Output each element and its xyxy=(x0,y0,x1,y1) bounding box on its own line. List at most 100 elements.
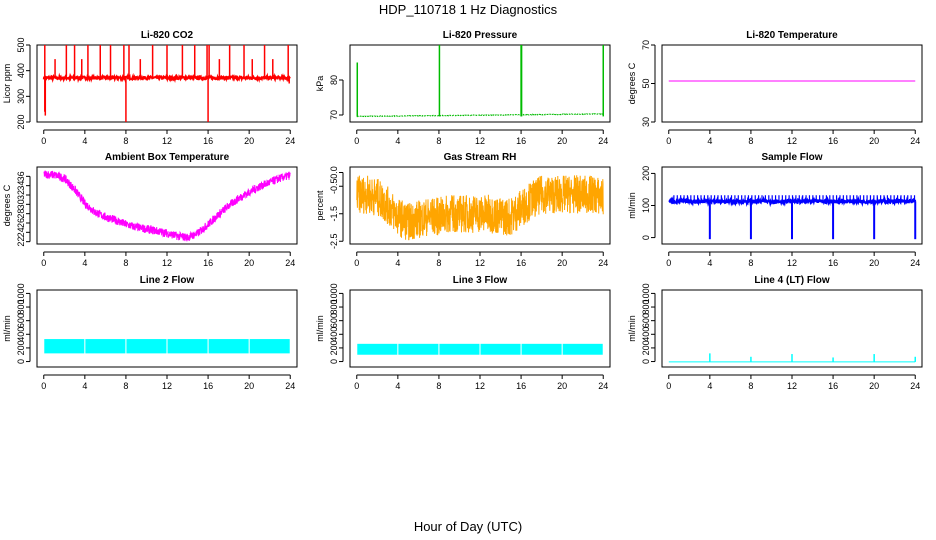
x-tick-label: 12 xyxy=(162,381,172,391)
x-tick-label: 20 xyxy=(869,258,879,268)
y-tick-label: 0 xyxy=(641,359,651,364)
x-tick-label: 0 xyxy=(354,136,359,146)
x-tick-label: 0 xyxy=(666,258,671,268)
plot-frame xyxy=(349,166,611,245)
y-tick-label: 200 xyxy=(16,340,26,355)
x-tick-label: 20 xyxy=(244,258,254,268)
x-tick-label: 4 xyxy=(707,258,712,268)
x-tick-label: 24 xyxy=(285,258,295,268)
y-axis-label: ml/min xyxy=(2,315,12,342)
x-tick-label: 16 xyxy=(516,258,526,268)
y-tick-label: 200 xyxy=(16,114,26,129)
x-tick-label: 24 xyxy=(285,381,295,391)
flow-segment xyxy=(562,343,603,355)
flow-segment xyxy=(208,339,249,354)
panel-title: Ambient Box Temperature xyxy=(105,152,230,163)
x-tick-label: 12 xyxy=(475,258,485,268)
x-tick-label: 24 xyxy=(598,136,608,146)
x-axis: 0 4 8 12 16 20 24 xyxy=(41,129,295,146)
y-axis-label: ml/min xyxy=(627,315,637,342)
x-tick-label: 4 xyxy=(395,258,400,268)
y-axis-label: ml/min xyxy=(627,192,637,219)
y-tick-label: 600 xyxy=(641,313,651,328)
x-tick-label: 8 xyxy=(123,258,128,268)
x-tick-label: 16 xyxy=(203,381,213,391)
y-tick-label: 300 xyxy=(16,89,26,104)
plot-frame xyxy=(349,289,611,368)
y-axis: 30 50 70 xyxy=(641,40,656,127)
y-axis-label: degrees C xyxy=(627,62,637,104)
x-tick-label: 4 xyxy=(395,381,400,391)
x-tick-label: 12 xyxy=(787,258,797,268)
y-tick-label: 50 xyxy=(641,78,651,88)
x-tick-label: 4 xyxy=(82,136,87,146)
y-tick-label: 1000 xyxy=(329,283,339,303)
plot-frame xyxy=(36,289,298,368)
x-tick-label: 0 xyxy=(354,258,359,268)
plot-frame xyxy=(349,44,611,123)
x-tick-label: 4 xyxy=(82,258,87,268)
series-co2 xyxy=(42,45,291,122)
panel-title: Line 2 Flow xyxy=(140,275,195,286)
x-tick-label: 24 xyxy=(285,136,295,146)
y-axis: 0 100 200 xyxy=(641,166,656,240)
panel-title: Line 4 (LT) Flow xyxy=(754,275,830,286)
x-tick-label: 24 xyxy=(910,136,920,146)
flow-segment xyxy=(521,343,562,355)
series-rh xyxy=(356,175,604,241)
figure-title: HDP_110718 1 Hz Diagnostics xyxy=(379,2,558,17)
x-tick-label: 20 xyxy=(869,136,879,146)
flow-segment xyxy=(439,343,480,355)
x-tick-label: 8 xyxy=(748,258,753,268)
panel-title: Gas Stream RH xyxy=(444,152,517,163)
x-axis: 0 4 8 12 16 20 24 xyxy=(354,251,608,268)
x-tick-label: 8 xyxy=(436,381,441,391)
y-tick-label: 28 xyxy=(16,209,26,219)
x-tick-label: 16 xyxy=(828,258,838,268)
x-tick-label: 8 xyxy=(748,381,753,391)
flow-segment xyxy=(126,339,167,354)
y-tick-label: 500 xyxy=(16,37,26,52)
x-tick-label: 16 xyxy=(828,381,838,391)
x-axis: 0 4 8 12 16 20 24 xyxy=(666,129,920,146)
flow-segment xyxy=(357,343,398,355)
y-tick-label: -0.5 xyxy=(329,178,339,194)
flow-segment xyxy=(167,339,208,354)
y-tick-label: 0 xyxy=(329,359,339,364)
x-tick-label: 4 xyxy=(82,381,87,391)
y-tick-label: 70 xyxy=(641,40,651,50)
x-tick-label: 20 xyxy=(557,258,567,268)
y-axis-label: kPa xyxy=(315,76,325,92)
x-tick-label: 20 xyxy=(557,136,567,146)
x-tick-label: 20 xyxy=(244,136,254,146)
series-line2 xyxy=(44,339,290,354)
x-tick-label: 20 xyxy=(869,381,879,391)
x-tick-label: 8 xyxy=(123,381,128,391)
y-tick-label: 800 xyxy=(329,300,339,315)
panel-3: Li-820 Temperature degrees C 0 4 8 12 16 20 24 30… xyxy=(627,30,923,146)
y-axis: 70 80 xyxy=(329,75,344,120)
series-line xyxy=(356,112,604,118)
y-tick-label: 36 xyxy=(16,171,26,181)
x-tick-label: 0 xyxy=(666,381,671,391)
plot-frame xyxy=(36,166,298,245)
x-tick-label: 12 xyxy=(475,381,485,391)
panel-9: Line 4 (LT) Flow ml/min 0 4 8 12 16 20 24 0 200400… xyxy=(627,275,923,391)
panel-title: Line 3 Flow xyxy=(453,275,508,286)
x-axis: 0 4 8 12 16 20 24 xyxy=(41,374,295,391)
y-tick-label: 800 xyxy=(16,300,26,315)
series-line3 xyxy=(357,343,603,355)
panel-title: Li-820 CO2 xyxy=(141,30,194,41)
x-axis: 0 4 8 12 16 20 24 xyxy=(666,374,920,391)
x-axis: 0 4 8 12 16 20 24 xyxy=(354,129,608,146)
x-tick-label: 12 xyxy=(787,136,797,146)
x-tick-label: 24 xyxy=(910,381,920,391)
y-tick-label: 0 xyxy=(16,359,26,364)
plot-frame xyxy=(661,289,923,368)
y-tick-label: -1.5 xyxy=(329,206,339,222)
y-tick-label: 34 xyxy=(16,181,26,191)
